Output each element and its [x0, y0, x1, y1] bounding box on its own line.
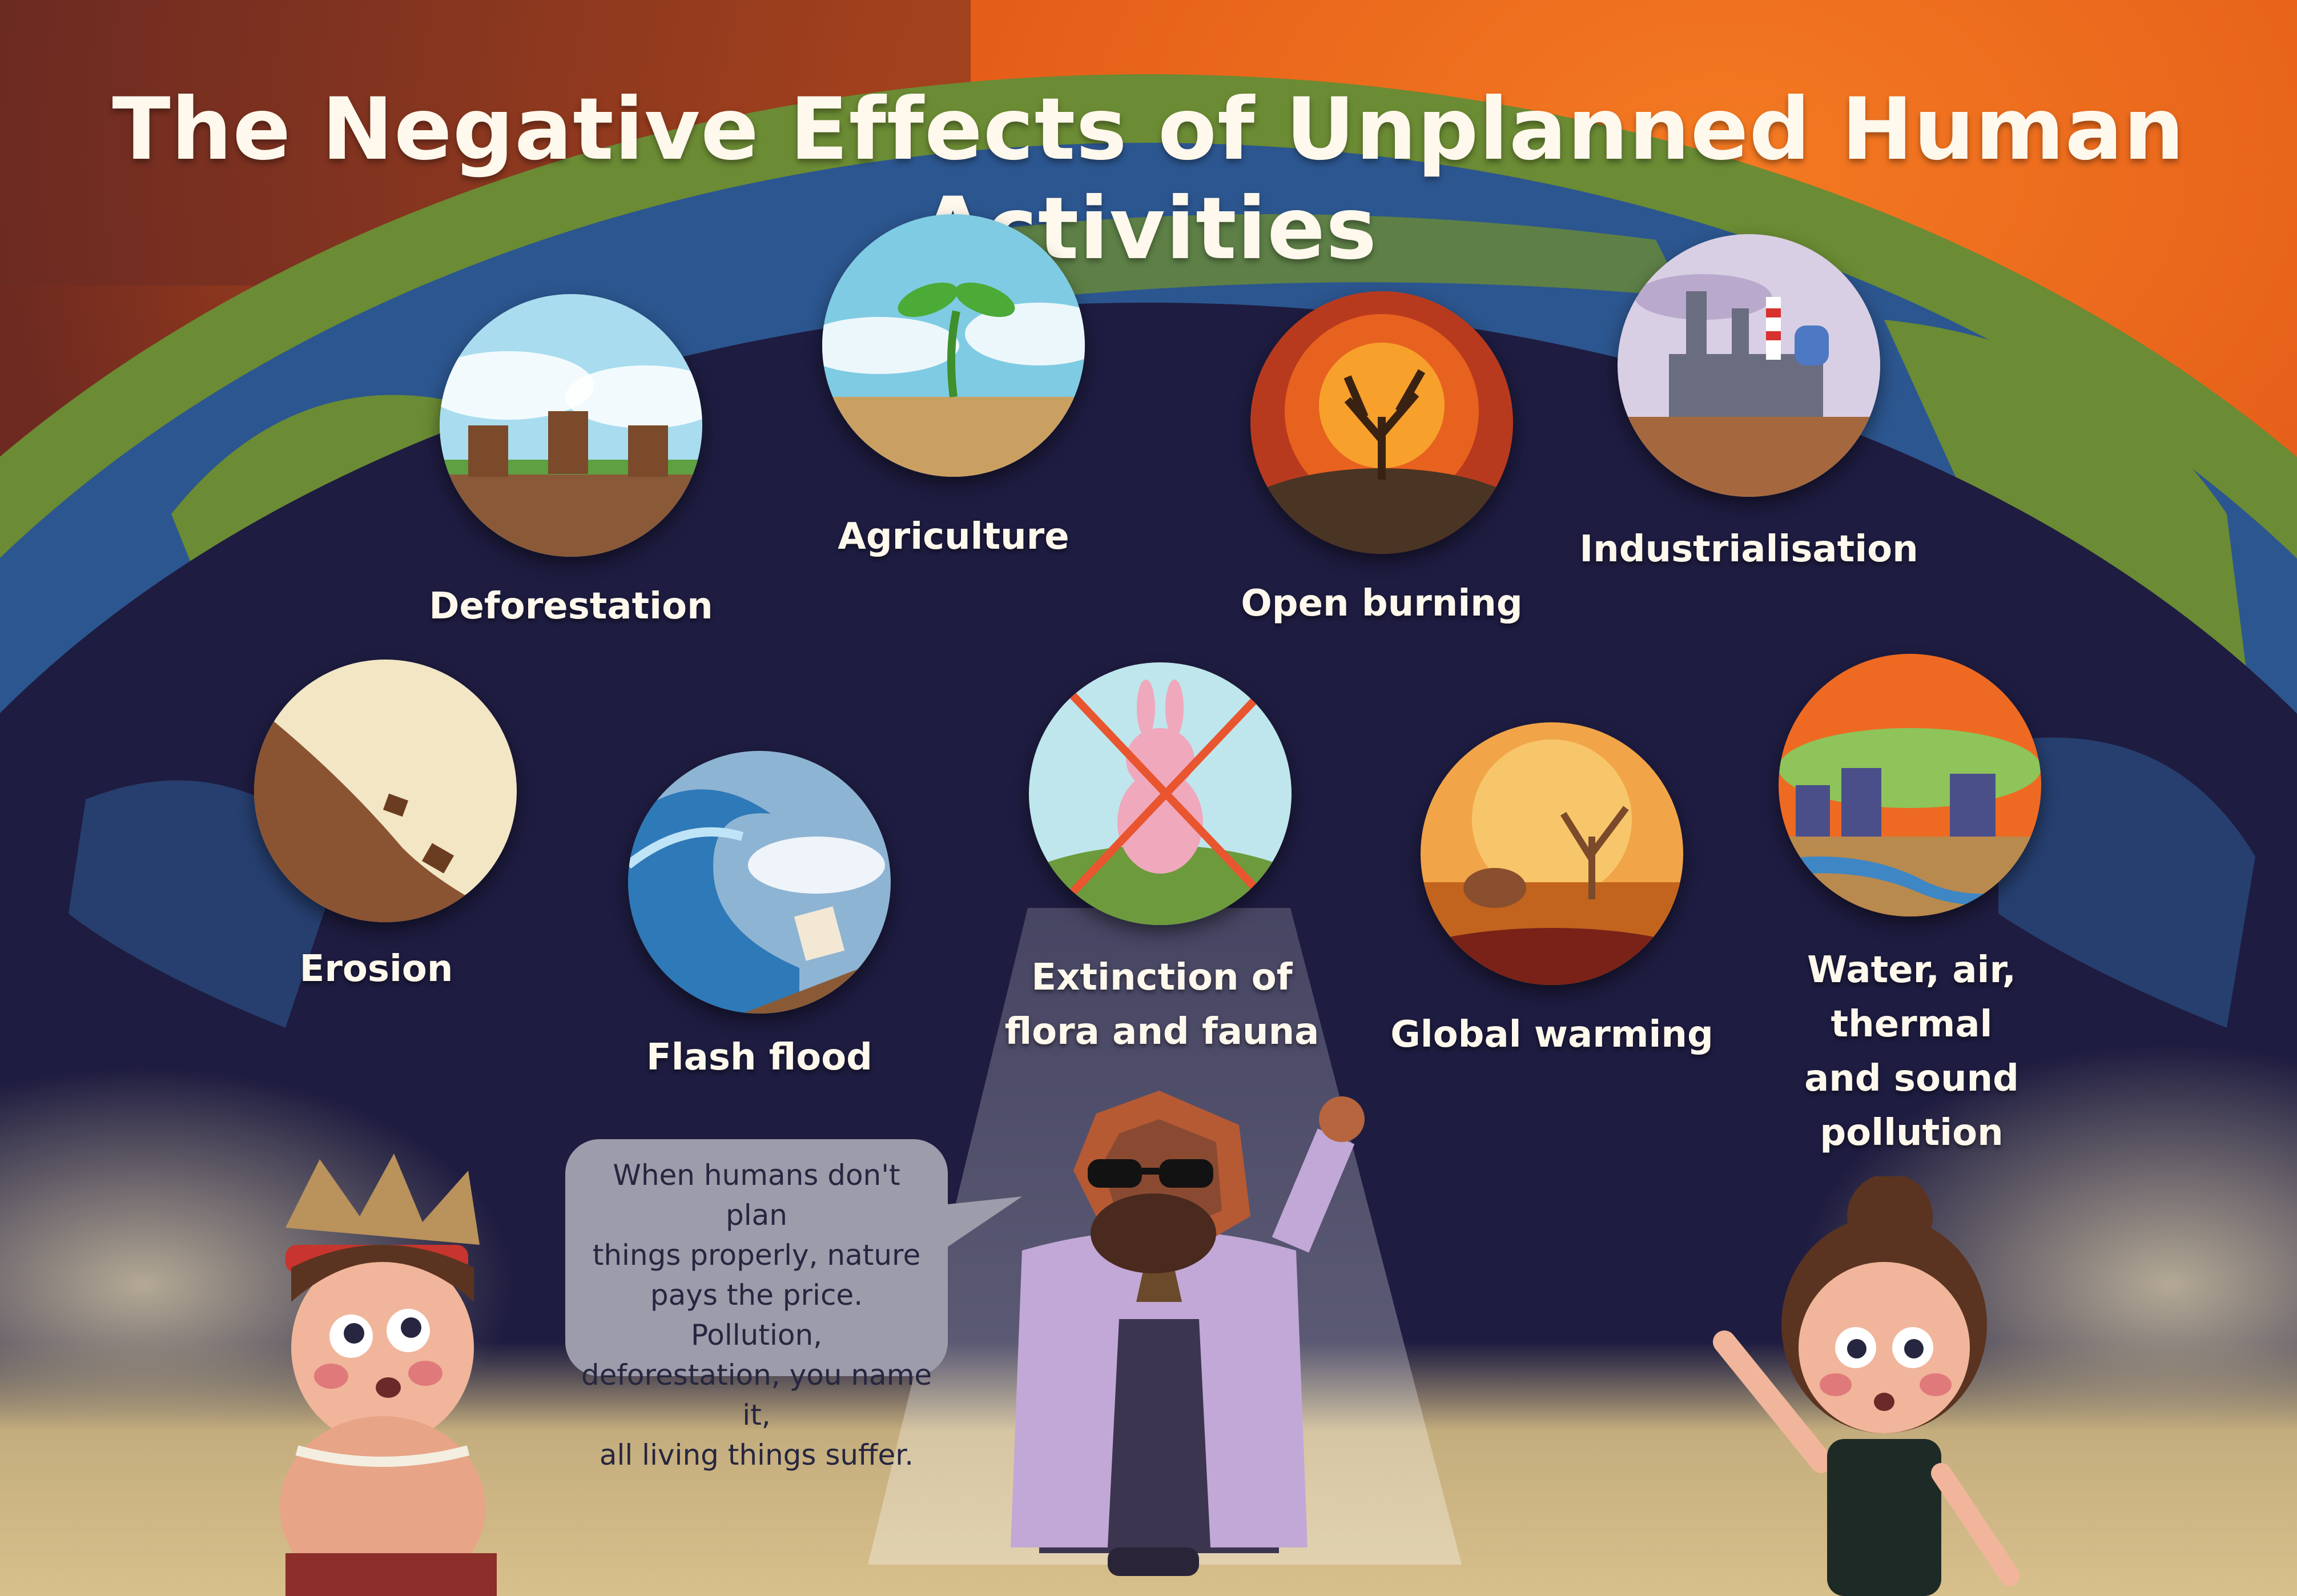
label-global-warming: Global warming	[1390, 1014, 1713, 1056]
label-industrialisation: Industrialisation	[1579, 528, 1918, 570]
tidal-wave-icon	[628, 751, 891, 1014]
polluted-city-icon	[1779, 654, 2041, 916]
speech-line-5: all living things suffer.	[599, 1438, 914, 1472]
eroding-slope-icon	[254, 660, 517, 922]
narrator-character	[1011, 1091, 1365, 1576]
drought-skull-icon	[1421, 722, 1683, 985]
label-pollution-line1: Water, air, thermal	[1807, 949, 2016, 1046]
label-pollution: Water, air, thermal and sound pollution	[1740, 943, 2083, 1160]
sprout-icon	[822, 214, 1085, 477]
speech-line-1: When humans don't plan	[613, 1159, 900, 1232]
label-agriculture: Agriculture	[838, 516, 1069, 558]
girl-character	[280, 1153, 497, 1596]
factory-icon	[1618, 234, 1880, 497]
speech-line-2: things properly, nature	[592, 1239, 921, 1272]
speech-bubble: When humans don't plan things properly, …	[565, 1139, 948, 1472]
label-extinction-line1: Extinction of	[1031, 956, 1293, 999]
label-flash-flood: Flash flood	[646, 1036, 872, 1079]
tree-stumps-icon	[440, 294, 702, 557]
label-erosion: Erosion	[299, 948, 453, 990]
speech-line-4: deforestation, you name it,	[581, 1358, 932, 1432]
label-extinction-line2: flora and fauna	[1004, 1011, 1320, 1053]
speech-line-3: pays the price. Pollution,	[650, 1279, 863, 1352]
label-pollution-line2: and sound pollution	[1804, 1058, 2019, 1154]
crossed-out-rabbit-icon	[1029, 662, 1292, 925]
label-extinction: Extinction of flora and fauna	[991, 951, 1333, 1059]
burning-tree-icon	[1250, 291, 1513, 554]
page-title: The Negative Effects of Unplanned Human …	[112, 80, 2185, 279]
girl-pointing-character	[1713, 1176, 2020, 1596]
label-open-burning: Open burning	[1241, 582, 1523, 625]
label-deforestation: Deforestation	[429, 585, 713, 628]
